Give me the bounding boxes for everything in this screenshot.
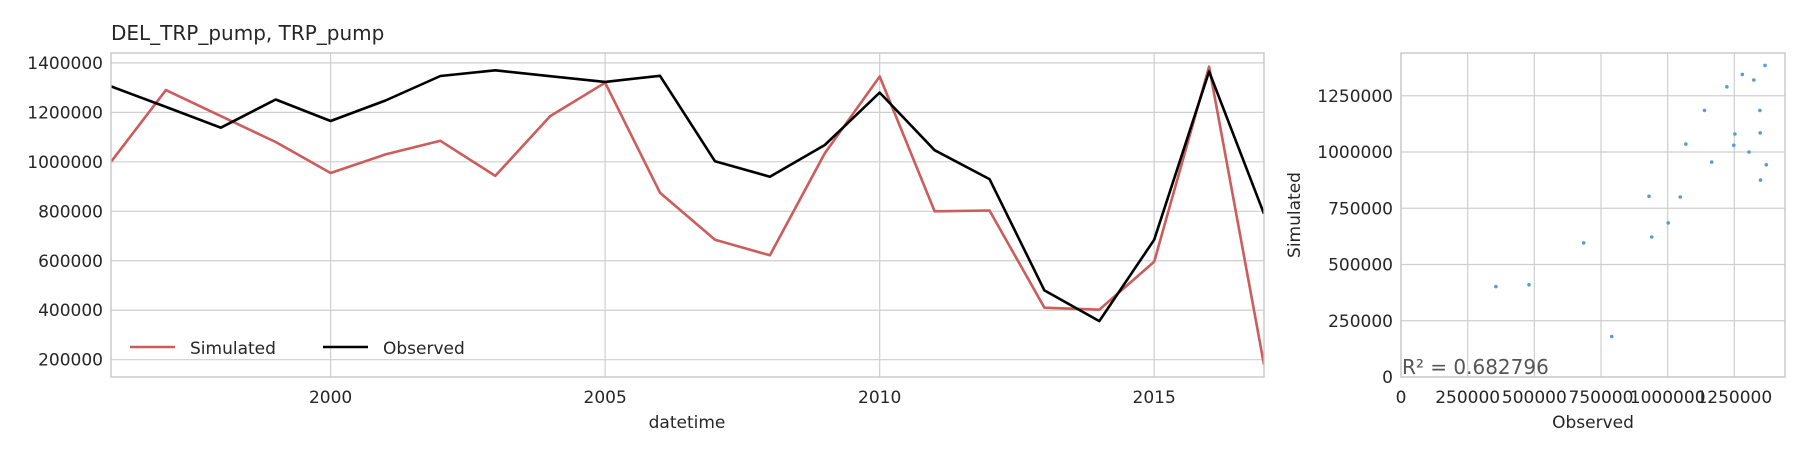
scatter-point (1702, 108, 1707, 113)
line-series-group (111, 65, 1264, 365)
scatter-y-tick-label: 500000 (1328, 256, 1393, 276)
scatter-point (1740, 72, 1745, 77)
line-grid (111, 53, 1264, 377)
scatter-x-tick-label: 1000000 (1630, 388, 1706, 408)
scatter-y-tick-label: 1000000 (1317, 143, 1393, 163)
line-x-tick-label: 2015 (1133, 388, 1176, 408)
scatter-point (1494, 284, 1498, 289)
scatter-x-tick-label: 1250000 (1696, 388, 1772, 408)
scatter-x-tick-label: 250000 (1435, 388, 1500, 408)
line-y-tick-label: 600000 (38, 252, 103, 272)
scatter-point (1758, 131, 1762, 135)
scatter-point (1649, 235, 1654, 239)
line-y-tick-label: 200000 (38, 351, 103, 371)
scatter-point (1732, 143, 1736, 148)
scatter-y-tick-labels: 0 250000 500000 750000 1000000 1250000 (1317, 87, 1393, 388)
scatter-point (1666, 221, 1670, 225)
scatter-y-tick-label: 750000 (1328, 199, 1393, 219)
scatter-point (1581, 241, 1586, 245)
line-plot-frame (110, 52, 1265, 378)
scatter-plot-frame (1400, 52, 1786, 378)
scatter-point (1752, 78, 1756, 82)
line-x-tick-label: 2005 (584, 388, 627, 408)
line-x-tick-labels: 2000 2005 2010 2015 (309, 388, 1176, 408)
scatter-y-axis-label: Simulated (1285, 172, 1305, 258)
scatter-point (1747, 150, 1751, 154)
scatter-x-tick-label: 750000 (1569, 388, 1634, 408)
scatter-point (1725, 85, 1729, 89)
scatter-point (1678, 195, 1682, 199)
line-x-tick-label: 2010 (858, 388, 901, 408)
scatter-grid (1400, 53, 1785, 378)
scatter-point (1758, 108, 1762, 113)
scatter-y-tick-label: 250000 (1328, 312, 1393, 332)
scatter-y-tick-label: 0 (1382, 368, 1393, 388)
series-line-observed (111, 69, 1264, 323)
scatter-point (1764, 163, 1769, 167)
scatter-point (1609, 334, 1614, 339)
line-y-tick-labels: 200000 400000 600000 800000 1000000 1200000 14… (27, 54, 103, 371)
scatter-point (1758, 178, 1763, 182)
line-x-axis-label: datetime (649, 413, 726, 433)
scatter-x-tick-label: 500000 (1502, 388, 1567, 408)
scatter-point (1763, 63, 1767, 68)
scatter-points (1494, 63, 1769, 339)
scatter-point (1733, 132, 1737, 136)
r-squared-annotation: R² = 0.682796 (1402, 355, 1549, 379)
line-chart: DEL_TRP_pump, TRP_pump 200000 400000 60000… (27, 21, 1265, 433)
legend-label-observed: Observed (383, 339, 465, 359)
scatter-point (1709, 160, 1714, 164)
scatter-point (1684, 142, 1688, 146)
scatter-x-axis-label: Observed (1552, 413, 1634, 433)
scatter-y-tick-label: 1250000 (1317, 87, 1393, 107)
line-y-tick-label: 1400000 (27, 54, 103, 74)
scatter-point (1527, 283, 1531, 287)
scatter-point (1647, 194, 1651, 199)
line-y-tick-label: 1200000 (27, 103, 103, 123)
chart-title: DEL_TRP_pump, TRP_pump (111, 21, 384, 45)
scatter-x-tick-label: 0 (1396, 388, 1407, 408)
series-line-simulated (111, 65, 1264, 365)
line-x-tick-label: 2000 (309, 388, 352, 408)
line-y-tick-label: 400000 (38, 301, 103, 321)
line-y-tick-label: 1000000 (27, 153, 103, 173)
line-y-tick-label: 800000 (38, 202, 103, 222)
legend-label-simulated: Simulated (190, 339, 276, 359)
legend: Simulated Observed (130, 339, 465, 359)
